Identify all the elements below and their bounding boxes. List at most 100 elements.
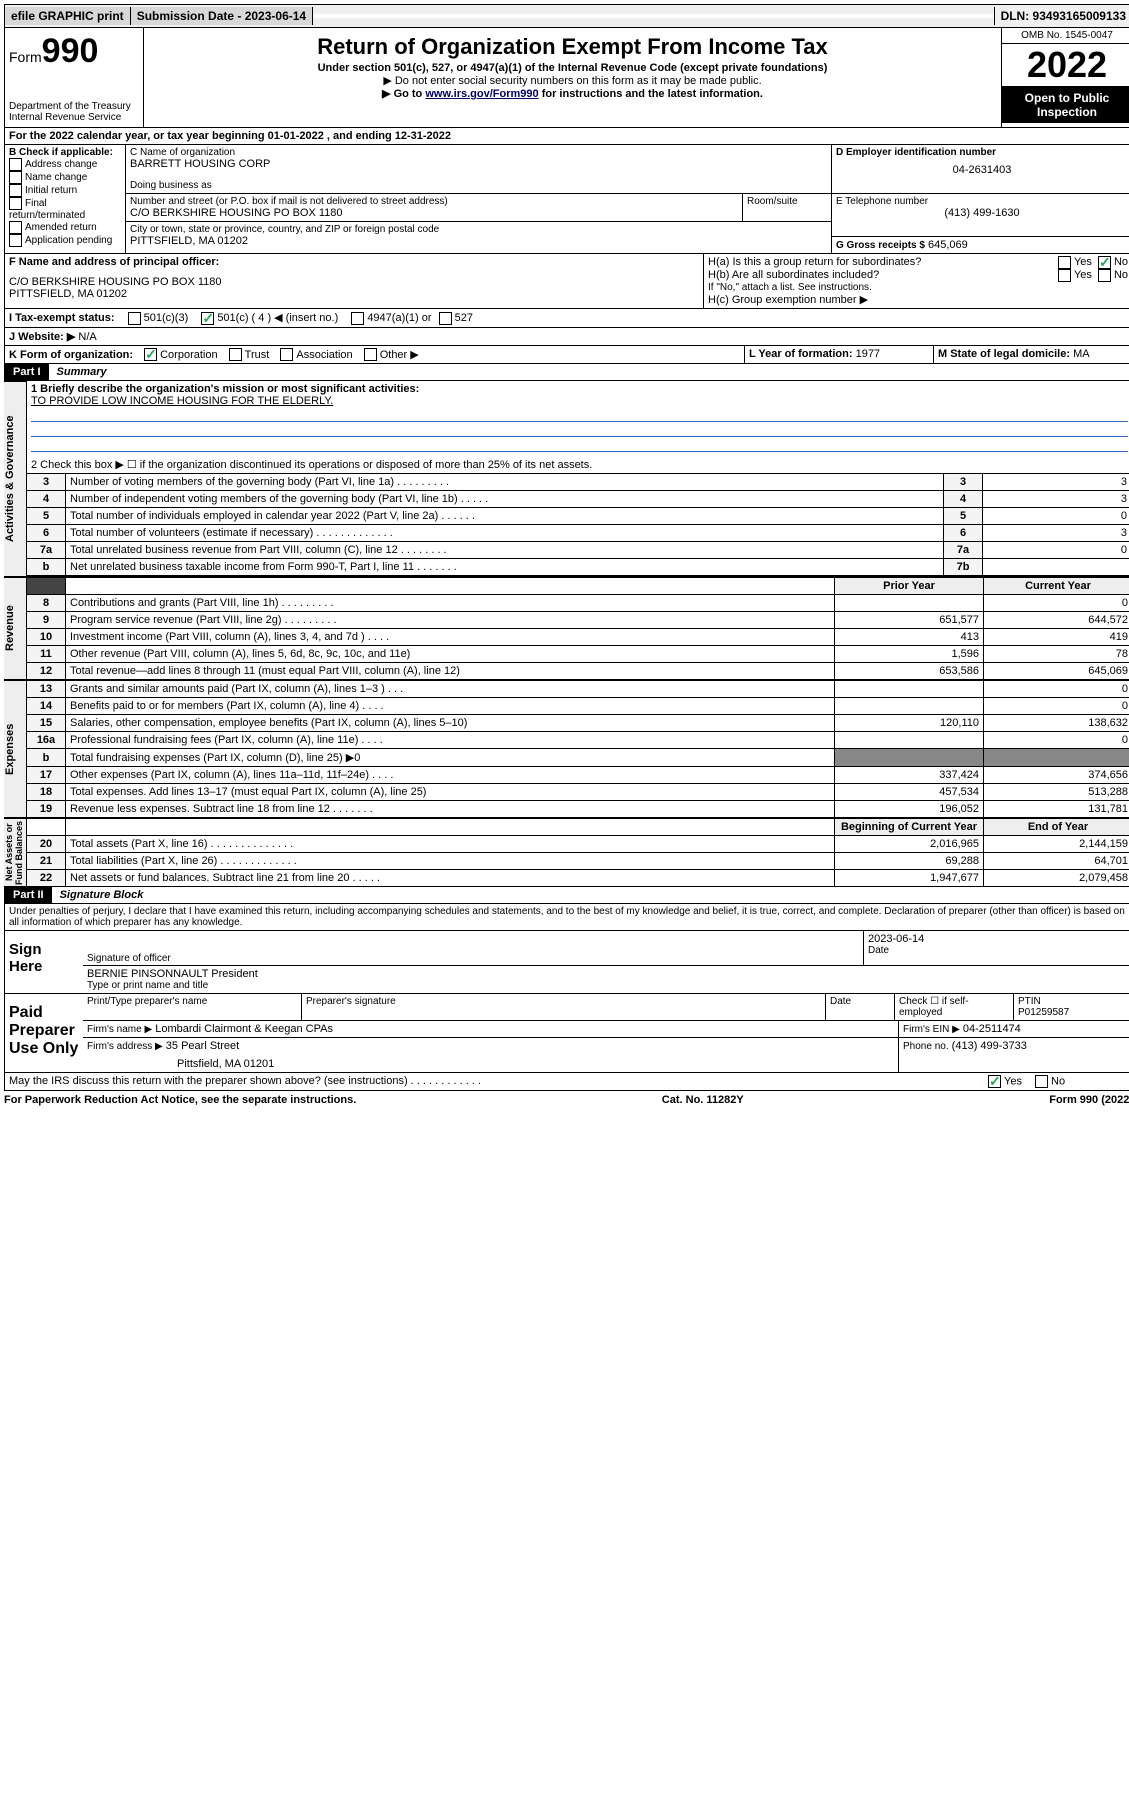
row-num: 18 bbox=[27, 784, 66, 801]
row-curr: 138,632 bbox=[984, 715, 1129, 732]
ha-label: H(a) Is this a group return for subordin… bbox=[708, 256, 1058, 269]
phone-label: E Telephone number bbox=[836, 196, 1128, 207]
firm-addr-cell: Firm's address ▶ 35 Pearl Street Pittsfi… bbox=[83, 1038, 898, 1072]
form-number: Form990 bbox=[9, 32, 139, 71]
opt-initial-return[interactable]: Initial return bbox=[9, 184, 121, 197]
dba-label: Doing business as bbox=[130, 180, 827, 191]
decl-text: Under penalties of perjury, I declare th… bbox=[5, 904, 1129, 930]
k-trust: Trust bbox=[245, 349, 270, 361]
subtitle-3: ▶ Go to www.irs.gov/Form990 for instruct… bbox=[148, 87, 997, 100]
opt-address-change[interactable]: Address change bbox=[9, 158, 121, 171]
table-row: 22 Net assets or fund balances. Subtract… bbox=[27, 870, 1129, 887]
section-f: F Name and address of principal officer:… bbox=[5, 254, 703, 308]
mayirs-no-box[interactable] bbox=[1035, 1075, 1048, 1088]
row-prior: 413 bbox=[835, 629, 984, 646]
table-row: 9 Program service revenue (Part VIII, li… bbox=[27, 612, 1129, 629]
f-label: F Name and address of principal officer: bbox=[9, 256, 699, 268]
gov-row: 7a Total unrelated business revenue from… bbox=[27, 542, 1129, 559]
i-label: I Tax-exempt status: bbox=[9, 312, 115, 324]
row-prior bbox=[835, 681, 984, 698]
ha-yes-box[interactable] bbox=[1058, 256, 1071, 269]
i-527: 527 bbox=[455, 312, 473, 324]
form990-link[interactable]: www.irs.gov/Form990 bbox=[425, 88, 538, 100]
inspect-1: Open to Public bbox=[1006, 91, 1128, 105]
paid-label: Paid Preparer Use Only bbox=[5, 994, 83, 1072]
row-prior: 69,288 bbox=[835, 853, 984, 870]
row-num: b bbox=[27, 749, 66, 767]
rev-table: b Prior Year Current Year 8 Contribution… bbox=[27, 577, 1129, 680]
i-4947: 4947(a)(1) or bbox=[367, 312, 431, 324]
i-row: I Tax-exempt status: 501(c)(3) 501(c) ( … bbox=[4, 309, 1129, 328]
f-line2: PITTSFIELD, MA 01202 bbox=[9, 288, 699, 300]
irs-label: Internal Revenue Service bbox=[9, 112, 139, 123]
opt-app-pending[interactable]: Application pending bbox=[9, 234, 121, 247]
k-trust-box[interactable] bbox=[229, 348, 242, 361]
k-corp: Corporation bbox=[160, 349, 217, 361]
ptin-label: PTIN bbox=[1018, 996, 1128, 1007]
blueline-2 bbox=[31, 424, 1128, 437]
opt-name-change[interactable]: Name change bbox=[9, 171, 121, 184]
opt-amended[interactable]: Amended return bbox=[9, 221, 121, 234]
row-prior: 651,577 bbox=[835, 612, 984, 629]
row-text: Total liabilities (Part X, line 26) . . … bbox=[66, 853, 835, 870]
prep-row-1: Print/Type preparer's name Preparer's si… bbox=[83, 994, 1129, 1021]
goto-pre: ▶ Go to bbox=[382, 88, 425, 100]
form-990-num: 990 bbox=[42, 32, 99, 70]
line-a: For the 2022 calendar year, or tax year … bbox=[4, 128, 1129, 145]
firm-ein-val: 04-2511474 bbox=[963, 1023, 1021, 1035]
i-501c-box[interactable] bbox=[201, 312, 214, 325]
prep-name-label: Print/Type preparer's name bbox=[83, 994, 302, 1020]
row-curr: 0 bbox=[984, 681, 1129, 698]
row-curr: 513,288 bbox=[984, 784, 1129, 801]
side-net: Net Assets orFund Balances bbox=[4, 818, 27, 887]
i-501c3-box[interactable] bbox=[128, 312, 141, 325]
part1-net-block: Net Assets orFund Balances Beginning of … bbox=[4, 818, 1129, 887]
row-val: 0 bbox=[983, 508, 1129, 525]
ha-no-box[interactable] bbox=[1098, 256, 1111, 269]
prep-date-label: Date bbox=[826, 994, 895, 1020]
inspect-2: Inspection bbox=[1006, 105, 1128, 119]
sign-here-block: Sign Here Signature of officer 2023-06-1… bbox=[4, 931, 1129, 994]
row-curr: 419 bbox=[984, 629, 1129, 646]
row-num: 13 bbox=[27, 681, 66, 698]
line1-label: 1 Briefly describe the organization's mi… bbox=[31, 383, 1128, 395]
section-g: G Gross receipts $ 645,069 bbox=[832, 237, 1129, 253]
hb-no-box[interactable] bbox=[1098, 269, 1111, 282]
i-501c: 501(c) ( 4 ) ◀ (insert no.) bbox=[217, 312, 338, 324]
k-other-box[interactable] bbox=[364, 348, 377, 361]
gov-row: 3 Number of voting members of the govern… bbox=[27, 474, 1129, 491]
row-num: 21 bbox=[27, 853, 66, 870]
side-expenses: Expenses bbox=[4, 680, 27, 818]
street-block: Number and street (or P.O. box if mail i… bbox=[126, 194, 831, 222]
form-header: Form990 Department of the Treasury Inter… bbox=[4, 28, 1129, 128]
paid-right: Print/Type preparer's name Preparer's si… bbox=[83, 994, 1129, 1072]
row-text: Grants and similar amounts paid (Part IX… bbox=[66, 681, 835, 698]
efile-label[interactable]: efile GRAPHIC print bbox=[5, 7, 131, 25]
mayirs-no: No bbox=[1051, 1076, 1065, 1088]
section-d: D Employer identification number 04-2631… bbox=[832, 145, 1129, 194]
footer-right: Form 990 (2022) bbox=[1049, 1094, 1129, 1106]
sig-row-1: Signature of officer 2023-06-14 Date bbox=[83, 931, 1129, 966]
self-emp[interactable]: Check ☐ if self-employed bbox=[895, 994, 1014, 1020]
c-name-val: BARRETT HOUSING CORP bbox=[130, 158, 827, 170]
header-mid: Return of Organization Exempt From Incom… bbox=[144, 28, 1001, 127]
dept-treasury: Department of the Treasury bbox=[9, 101, 139, 112]
hb-yes-box[interactable] bbox=[1058, 269, 1071, 282]
k-corp-box[interactable] bbox=[144, 348, 157, 361]
opt-app-pending-label: Application pending bbox=[25, 235, 112, 246]
opt-final-return[interactable]: Final return/terminated bbox=[9, 197, 121, 221]
gov-content: 1 Briefly describe the organization's mi… bbox=[27, 381, 1129, 577]
i-527-box[interactable] bbox=[439, 312, 452, 325]
firm-phone-label: Phone no. bbox=[903, 1041, 949, 1052]
k-assoc-box[interactable] bbox=[280, 348, 293, 361]
opt-address-change-label: Address change bbox=[25, 159, 97, 170]
city-val: PITTSFIELD, MA 01202 bbox=[130, 235, 827, 247]
table-row: 17 Other expenses (Part IX, column (A), … bbox=[27, 767, 1129, 784]
ptin-val: P01259587 bbox=[1018, 1007, 1128, 1018]
row-curr: 78 bbox=[984, 646, 1129, 663]
row-box: 4 bbox=[944, 491, 983, 508]
i-4947-box[interactable] bbox=[351, 312, 364, 325]
l-label: L Year of formation: bbox=[749, 348, 853, 360]
footer-left: For Paperwork Reduction Act Notice, see … bbox=[4, 1094, 356, 1106]
mayirs-yes-box[interactable] bbox=[988, 1075, 1001, 1088]
